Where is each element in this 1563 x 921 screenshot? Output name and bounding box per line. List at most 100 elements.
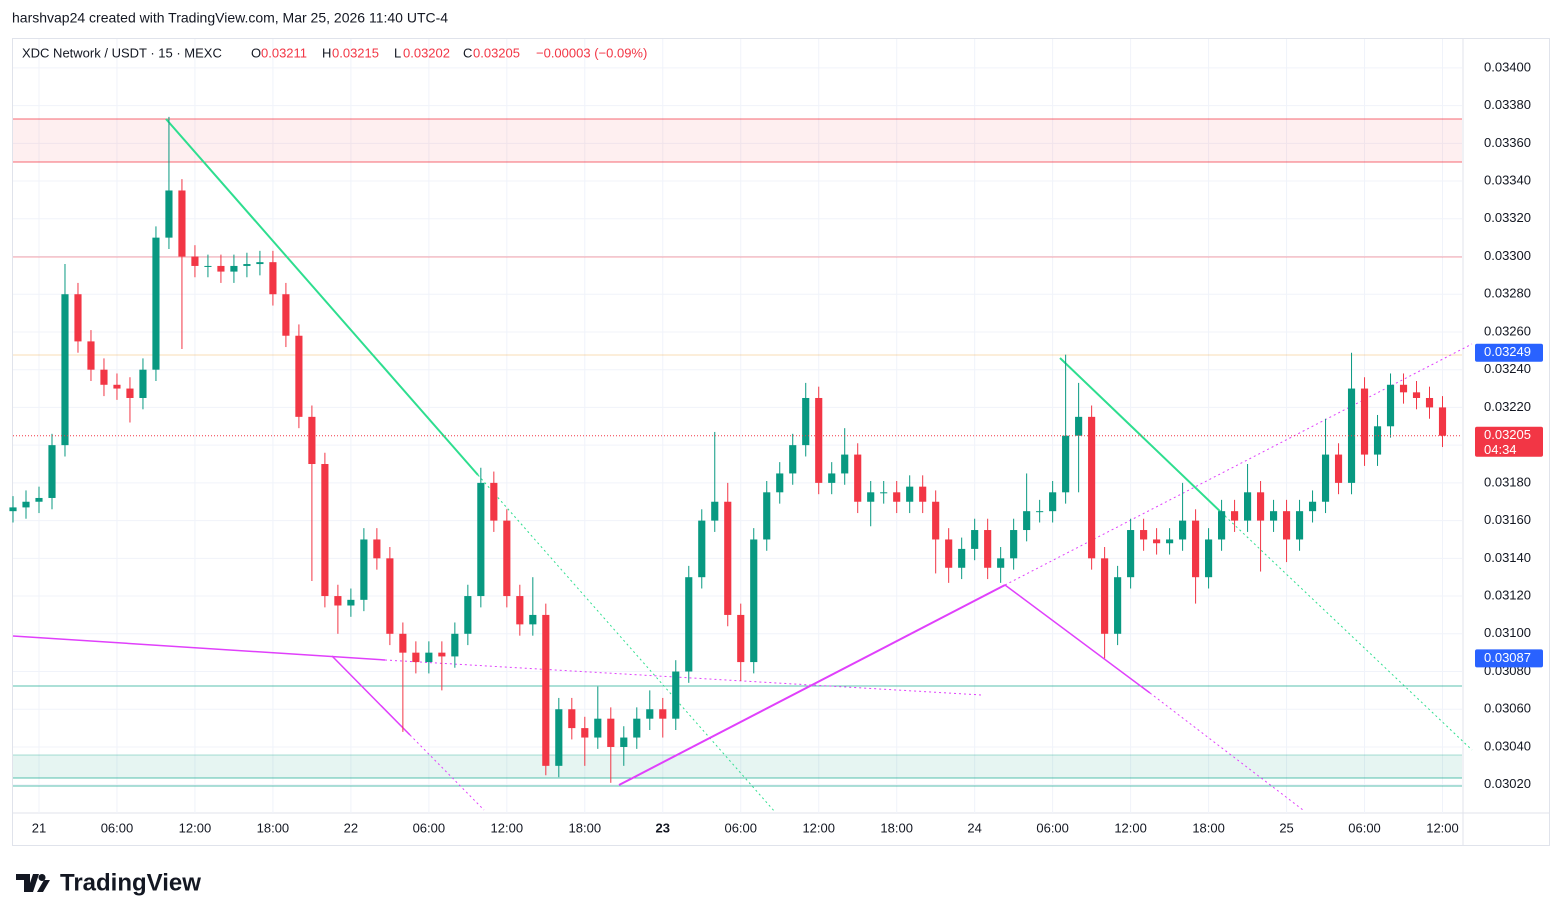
candle-body xyxy=(165,190,173,238)
y-tick-label: 0.03180 xyxy=(1484,474,1531,489)
x-tick-label: 12:00 xyxy=(491,820,524,835)
y-tick-label: 0.03280 xyxy=(1484,286,1531,301)
logo: TradingView xyxy=(16,869,201,896)
candle-body xyxy=(607,718,615,747)
candle-body xyxy=(581,728,589,738)
candle-body xyxy=(321,464,329,597)
candle-body xyxy=(763,492,771,540)
candle-body xyxy=(100,369,108,385)
candle-body xyxy=(997,558,1005,568)
x-tick-label: 06:00 xyxy=(724,820,757,835)
candle-body xyxy=(113,384,121,389)
legend: XDC Network / USDT · 15 · MEXC O 0.03211… xyxy=(22,45,647,60)
x-tick-label: 06:00 xyxy=(413,820,446,835)
candle-body xyxy=(841,454,849,474)
candle-body xyxy=(971,530,979,549)
candle-body xyxy=(854,454,862,502)
candle-body xyxy=(594,718,602,738)
candle-body xyxy=(1036,511,1044,513)
trend-line xyxy=(1059,357,1226,517)
candle-body xyxy=(1010,530,1018,559)
candle-body xyxy=(1308,501,1317,512)
trend-line xyxy=(12,635,386,661)
candle-body xyxy=(451,633,459,657)
candle-body xyxy=(958,548,966,568)
x-tick-label: 25 xyxy=(1279,820,1293,835)
candle-body xyxy=(1114,577,1122,634)
x-tick-label: 18:00 xyxy=(569,820,602,835)
candle-body xyxy=(295,335,303,417)
candle-body xyxy=(35,497,43,502)
candle-body xyxy=(542,614,550,766)
y-tick-label: 0.03220 xyxy=(1484,399,1531,414)
trend-line xyxy=(331,655,411,736)
candle-body xyxy=(347,599,355,606)
trend-line-ext xyxy=(1224,515,1473,751)
chart-frame xyxy=(12,38,1550,846)
candle-body xyxy=(633,718,641,738)
candle-body xyxy=(282,294,290,336)
candle-body xyxy=(139,369,147,398)
candle-body xyxy=(178,190,186,257)
symbol: XDC Network / USDT · 15 · MEXC xyxy=(22,45,222,60)
candle-body xyxy=(1282,511,1291,540)
x-tick-label: 18:00 xyxy=(257,820,290,835)
y-tick-label: 0.03160 xyxy=(1484,512,1531,527)
candle-body xyxy=(1412,392,1421,398)
candle-body xyxy=(230,265,238,272)
candle-body xyxy=(243,264,251,266)
candle-body xyxy=(529,614,537,625)
candle-body xyxy=(269,262,277,295)
candle-body xyxy=(1218,511,1226,540)
candle-body xyxy=(1023,511,1031,531)
x-tick-label: 21 xyxy=(32,820,46,835)
candle-body xyxy=(204,265,212,267)
candle-body xyxy=(152,237,160,370)
candle-body xyxy=(217,265,225,272)
candle-body xyxy=(1075,416,1083,436)
countdown: 04:34 xyxy=(1484,442,1517,457)
candle-body xyxy=(1140,530,1148,540)
price-label-box xyxy=(1475,426,1543,457)
candle-body xyxy=(74,294,82,342)
logo-text: TradingView xyxy=(60,869,201,896)
resistance-zone xyxy=(13,119,1462,162)
candle-body xyxy=(815,397,823,483)
candle-body xyxy=(659,709,667,719)
y-tick-label: 0.03020 xyxy=(1484,776,1531,791)
candle-body xyxy=(932,501,940,540)
price-label: 0.03087 xyxy=(1484,650,1531,665)
candle-body xyxy=(1244,492,1252,521)
trend-line xyxy=(618,584,1006,786)
price-label: 0.03205 xyxy=(1484,427,1531,442)
candle-body xyxy=(828,473,836,483)
ohlc-value: 0.03215 xyxy=(332,45,379,60)
candle-body xyxy=(1334,454,1343,483)
x-tick-label: 06:00 xyxy=(1036,820,1069,835)
x-tick-label: 24 xyxy=(967,820,981,835)
candle-body xyxy=(919,486,927,502)
x-tick-label: 23 xyxy=(656,820,670,835)
candle-body xyxy=(477,482,485,597)
candle-body xyxy=(1231,511,1239,521)
ohlc-label: L xyxy=(394,45,401,60)
candle-body xyxy=(1205,539,1213,578)
candle-body xyxy=(750,539,758,663)
candle-body xyxy=(1399,384,1408,393)
trend-line-ext xyxy=(1149,692,1304,811)
candle-body xyxy=(386,558,394,634)
candle-body xyxy=(698,520,706,578)
candle-body xyxy=(191,256,199,266)
trend-line xyxy=(165,118,479,476)
x-tick-label: 18:00 xyxy=(880,820,913,835)
x-tick-label: 12:00 xyxy=(802,820,835,835)
candle-body xyxy=(789,445,797,474)
candle-body xyxy=(1256,492,1265,521)
candle-body xyxy=(22,501,30,508)
y-tick-label: 0.03380 xyxy=(1484,97,1531,112)
x-tick-label: 12:00 xyxy=(1426,820,1459,835)
candle-body xyxy=(334,596,342,606)
y-tick-label: 0.03040 xyxy=(1484,738,1531,753)
